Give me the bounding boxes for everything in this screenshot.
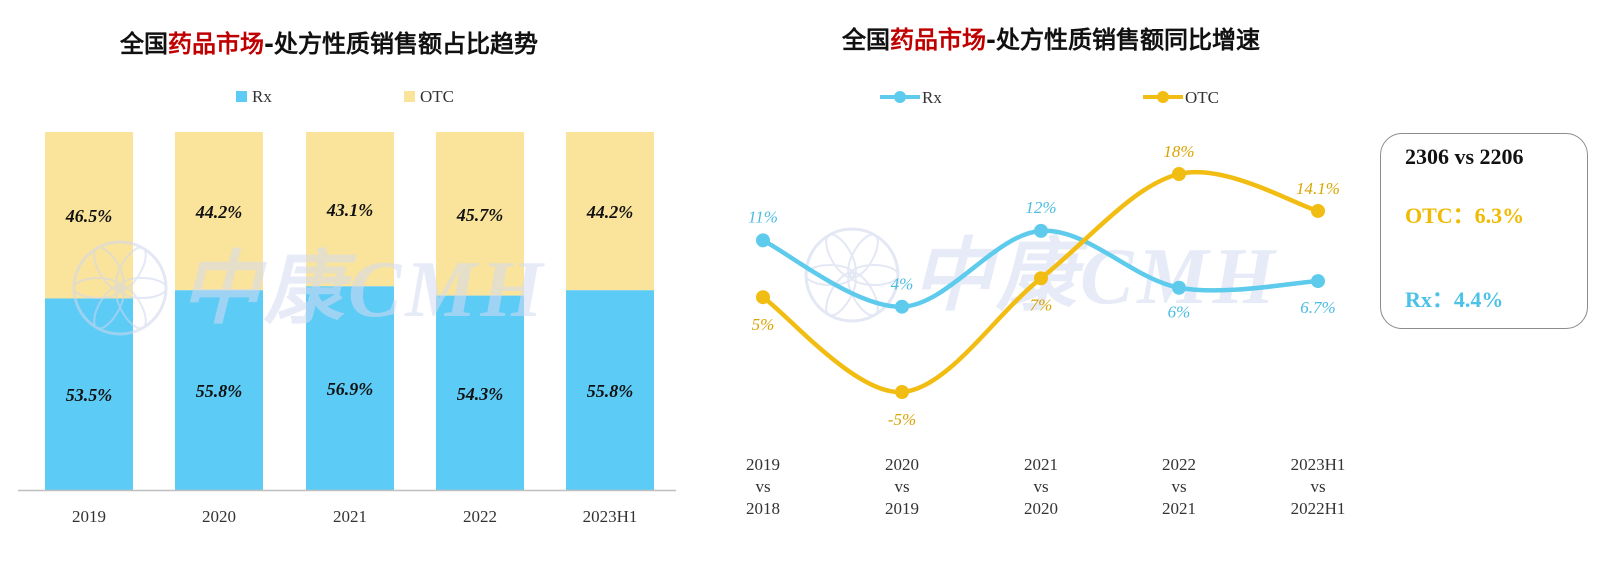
data-label-rx: 11% [748, 207, 778, 226]
otc-data-label: 46.5% [65, 206, 113, 226]
callout-heading: 2306 vs 2206 [1405, 144, 1524, 169]
x-tick-label: 2019 [72, 507, 106, 526]
point-otc [756, 290, 770, 305]
x-tick-label: 2020 [885, 455, 919, 474]
x-tick-label: 2020 [1024, 499, 1058, 518]
x-tick-label: 2023H1 [1291, 455, 1346, 474]
point-otc [1311, 203, 1325, 218]
data-label-otc: 14.1% [1296, 179, 1340, 198]
bar-rx-2022 [436, 295, 524, 490]
legend-rx-label: Rx [252, 87, 272, 106]
callout-otc-growth: OTC：6.3% [1405, 203, 1525, 228]
rx-data-label: 54.3% [457, 384, 504, 404]
rx-data-label: 56.9% [327, 379, 374, 399]
x-tick-label: 2018 [746, 499, 780, 518]
x-tick-label: 2021 [1162, 499, 1196, 518]
bar-otc-2023H1 [566, 132, 654, 291]
data-label-rx: 6.7% [1300, 298, 1335, 317]
watermark-text: 中康CMH [180, 246, 547, 334]
bar-rx-2023H1 [566, 290, 654, 490]
x-tick-label: vs [1310, 477, 1325, 496]
watermark-petal [847, 233, 879, 279]
x-tick-label: vs [894, 477, 909, 496]
left-chart-title: 全国药品市场-处方性质销售额占比趋势 [120, 30, 538, 58]
x-tick-label: vs [1033, 477, 1048, 496]
x-tick-label: 2019 [885, 499, 919, 518]
data-label-rx: 12% [1025, 198, 1056, 217]
legend-otc-label: OTC [420, 87, 454, 106]
point-rx [1034, 223, 1048, 238]
yoy-callout-box: 2306 vs 2206 OTC：6.3% Rx：4.4% [1380, 133, 1588, 329]
otc-data-label: 44.2% [586, 202, 634, 222]
data-label-rx: 6% [1168, 303, 1191, 322]
watermark-petal [825, 233, 857, 279]
bar-rx-2020 [175, 290, 263, 490]
x-tick-label: vs [1171, 477, 1186, 496]
x-tick-label: 2023H1 [583, 507, 638, 526]
legend-rx-swatch [236, 91, 247, 102]
x-tick-label: 2022H1 [1291, 499, 1346, 518]
otc-data-label: 43.1% [326, 200, 374, 220]
legend-rx-marker [894, 91, 906, 103]
bar-rx-2019 [45, 298, 133, 490]
x-tick-label: 2022 [1162, 455, 1196, 474]
x-tick-label: 2021 [333, 507, 367, 526]
point-rx [756, 233, 770, 248]
right-chart-title: 全国药品市场-处方性质销售额同比增速 [842, 26, 1260, 54]
x-tick-label: 2022 [463, 507, 497, 526]
point-rx [1311, 274, 1325, 289]
bar-otc-2022 [436, 132, 524, 296]
bar-rx-2021 [306, 286, 394, 490]
otc-data-label: 45.7% [456, 205, 504, 225]
point-rx [895, 299, 909, 314]
legend-otc-swatch [404, 91, 415, 102]
legend-otc-label: OTC [1185, 88, 1219, 107]
x-tick-label: vs [755, 477, 770, 496]
bar-otc-2020 [175, 132, 263, 291]
data-label-rx: 4% [891, 275, 914, 294]
point-otc [895, 385, 909, 399]
watermark-petal [115, 246, 147, 292]
point-rx [1172, 280, 1186, 295]
rx-data-label: 55.8% [587, 381, 634, 401]
data-label-otc: 5% [752, 315, 775, 334]
legend-otc-marker [1157, 91, 1169, 103]
point-otc [1172, 167, 1186, 181]
callout-rx-growth: Rx：4.4% [1405, 287, 1504, 312]
rx-data-label: 55.8% [196, 381, 243, 401]
watermark-left: 中康CMH [72, 240, 547, 336]
bar-otc-2021 [306, 132, 394, 287]
legend-rx-label: Rx [922, 88, 942, 107]
otc-data-label: 44.2% [195, 202, 243, 222]
x-tick-label: 2021 [1024, 455, 1058, 474]
data-label-otc: 7% [1030, 295, 1053, 314]
x-tick-label: 2019 [746, 455, 780, 474]
x-tick-label: 2020 [202, 507, 236, 526]
data-label-otc: -5% [888, 410, 916, 429]
rx-data-label: 53.5% [66, 385, 113, 405]
data-label-otc: 18% [1163, 142, 1194, 161]
point-otc [1034, 271, 1048, 286]
